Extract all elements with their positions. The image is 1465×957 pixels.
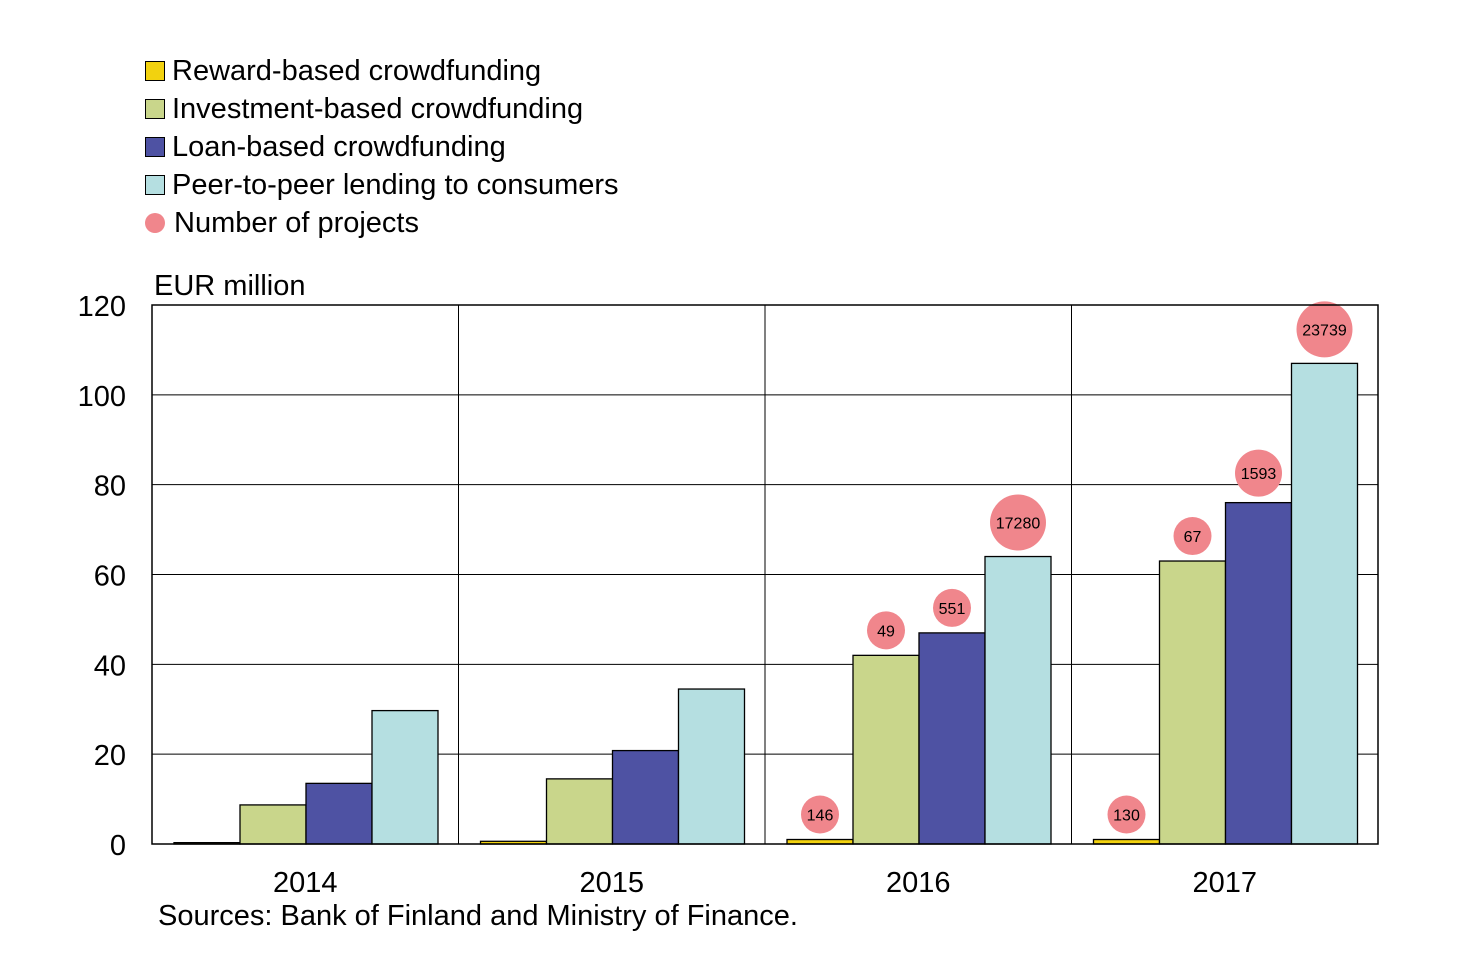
bar-2016-series-1: [852, 654, 920, 845]
project-marker-2017-series-0: [1107, 795, 1146, 834]
bar-2017-series-2: [1224, 501, 1293, 845]
legend-swatch-reward: [145, 61, 165, 81]
bar-2017-series-3: [1290, 362, 1359, 845]
project-count-label-2016-series-1: 49: [877, 623, 895, 640]
bar-2015-series-2: [611, 749, 680, 845]
y-tick-label-1: 20: [94, 740, 126, 772]
project-marker-2016-series-1: [867, 611, 905, 650]
project-marker-2016-series-2: [933, 588, 971, 627]
project-count-label-2016-series-0: 146: [807, 808, 834, 825]
legend-label-investment: Investment-based crowdfunding: [172, 92, 584, 125]
bar-2014-series-1: [239, 804, 307, 845]
source-note: Sources: Bank of Finland and Ministry of…: [158, 900, 798, 932]
project-marker-2016-series-3: [990, 494, 1046, 551]
legend-label-loan: Loan-based crowdfunding: [172, 130, 506, 163]
y-axis-unit-label: EUR million: [154, 270, 306, 302]
legend-label-reward: Reward-based crowdfunding: [172, 54, 542, 87]
y-tick-label-2: 40: [94, 650, 126, 682]
project-count-label-2017-series-2: 1593: [1241, 466, 1277, 483]
y-tick-label-6: 120: [78, 291, 126, 323]
x-tick-label-2014: 2014: [273, 867, 338, 899]
bar-2016-series-3: [984, 555, 1052, 845]
plot-frame: [151, 304, 1379, 845]
project-marker-2016-series-0: [801, 795, 839, 834]
legend-item-reward: Reward-based crowdfunding: [145, 52, 619, 90]
bar-2014-series-2: [305, 782, 373, 845]
project-marker-2017-series-1: [1173, 517, 1212, 556]
bar-2015-series-1: [545, 778, 614, 845]
bar-2014-series-3: [371, 709, 439, 845]
legend-item-projects: Number of projects: [145, 204, 619, 242]
x-tick-label-2017: 2017: [1192, 867, 1257, 899]
bar-2015-series-3: [677, 688, 746, 845]
legend-swatch-p2p: [145, 175, 165, 195]
x-tick-label-2016: 2016: [886, 867, 951, 899]
legend-swatch-loan: [145, 137, 165, 157]
y-tick-label-0: 0: [110, 830, 126, 862]
project-count-label-2016-series-3: 17280: [996, 516, 1041, 533]
bar-2017-series-1: [1158, 560, 1227, 845]
legend: Reward-based crowdfunding Investment-bas…: [145, 52, 619, 242]
project-count-label-2017-series-1: 67: [1184, 529, 1202, 546]
project-marker-2017-series-3: [1296, 301, 1353, 358]
project-count-label-2016-series-2: 551: [939, 601, 966, 618]
y-tick-label-3: 60: [94, 561, 126, 593]
y-tick-label-5: 100: [78, 381, 126, 413]
project-count-label-2017-series-0: 130: [1113, 808, 1140, 825]
legend-swatch-investment: [145, 99, 165, 119]
legend-item-p2p: Peer-to-peer lending to consumers: [145, 166, 619, 204]
bar-2016-series-2: [918, 632, 986, 845]
legend-label-p2p: Peer-to-peer lending to consumers: [172, 168, 619, 201]
legend-item-investment: Investment-based crowdfunding: [145, 90, 619, 128]
project-marker-2017-series-2: [1235, 449, 1282, 497]
project-count-label-2017-series-3: 23739: [1302, 322, 1347, 339]
legend-item-loan: Loan-based crowdfunding: [145, 128, 619, 166]
legend-dot-projects: [145, 213, 165, 233]
x-tick-label-2015: 2015: [579, 867, 644, 899]
y-tick-label-4: 80: [94, 471, 126, 503]
legend-label-projects: Number of projects: [174, 206, 419, 239]
